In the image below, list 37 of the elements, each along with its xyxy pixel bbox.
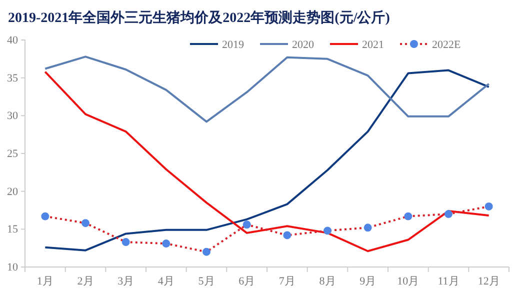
x-tick-label: 2月 xyxy=(77,275,94,288)
y-tick-label: 10 xyxy=(7,262,18,274)
point xyxy=(242,220,251,229)
point xyxy=(283,231,292,240)
chart-title: 2019-2021年全国外三元生猪均价及2022年预测走势图(元/公斤) xyxy=(8,9,390,26)
point xyxy=(162,240,170,248)
x-tick-label: 9月 xyxy=(360,275,376,288)
y-tick-label: 35 xyxy=(7,72,18,84)
y-tick-label: 20 xyxy=(7,186,18,198)
y-tick-label: 40 xyxy=(7,34,18,47)
point xyxy=(41,212,50,220)
legend-label: 2021 xyxy=(362,39,384,51)
point xyxy=(324,226,332,235)
x-tick-label: 11月 xyxy=(438,275,460,288)
y-tick-label: 25 xyxy=(7,148,18,160)
legend-label: 2020 xyxy=(292,39,314,51)
legend-label: 2022E xyxy=(432,39,461,51)
line-series xyxy=(44,56,490,123)
x-tick-label: 6月 xyxy=(238,275,256,288)
point xyxy=(444,210,452,218)
point xyxy=(364,224,372,232)
x-tick-label: 1月 xyxy=(36,275,54,288)
y-tick-label: 15 xyxy=(7,224,18,236)
x-tick-label: 3月 xyxy=(118,275,134,288)
point xyxy=(484,202,493,210)
x-tick-label: 10月 xyxy=(397,275,420,288)
x-tick-label: 12月 xyxy=(478,275,500,288)
point xyxy=(122,238,130,246)
y-tick-label: 30 xyxy=(7,110,18,122)
x-tick-label: 7月 xyxy=(278,275,296,288)
point xyxy=(404,212,412,220)
x-tick-label: 4月 xyxy=(158,275,174,288)
x-tick-label: 5月 xyxy=(198,275,215,288)
point xyxy=(82,219,90,228)
legend-label: 2019 xyxy=(222,39,244,51)
x-tick-label: 8月 xyxy=(319,275,336,288)
point xyxy=(202,248,210,256)
